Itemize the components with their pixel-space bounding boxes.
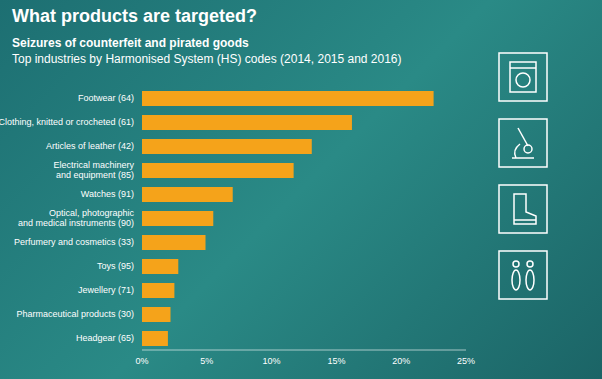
svg-text:Headgear (65): Headgear (65) bbox=[76, 333, 134, 343]
svg-text:Jewellery (71): Jewellery (71) bbox=[78, 285, 134, 295]
svg-text:5%: 5% bbox=[200, 356, 213, 366]
svg-text:Perfumery and cosmetics (33): Perfumery and cosmetics (33) bbox=[14, 237, 134, 247]
svg-text:15%: 15% bbox=[327, 356, 345, 366]
svg-text:Electrical machineryand equipm: Electrical machineryand equipment (85) bbox=[53, 160, 134, 180]
html-text:Top industries by Harmonised S: Top industries by Harmonised System (HS)… bbox=[12, 52, 402, 66]
svg-text:20%: 20% bbox=[392, 356, 410, 366]
svg-text:0%: 0% bbox=[135, 356, 148, 366]
svg-text:Clothing, knitted or crocheted: Clothing, knitted or crocheted (61) bbox=[8, 117, 134, 127]
svg-text:Footwear (64): Footwear (64) bbox=[78, 93, 134, 103]
svg-text:Watches (91): Watches (91) bbox=[81, 189, 134, 199]
svg-text:Toys (95): Toys (95) bbox=[97, 261, 134, 271]
svg-text:Pharmaceutical products (30): Pharmaceutical products (30) bbox=[16, 309, 134, 319]
html-text:Seizures of counterfeit and pi: Seizures of counterfeit and pirated good… bbox=[12, 36, 249, 50]
svg-text:10%: 10% bbox=[263, 356, 281, 366]
svg-text:25%: 25% bbox=[457, 356, 475, 366]
svg-text:Articles of leather (42): Articles of leather (42) bbox=[46, 141, 134, 151]
svg-text:Optical, photographicand medic: Optical, photographicand medical instrum… bbox=[18, 208, 135, 228]
html-text:What products are targeted?: What products are targeted? bbox=[12, 6, 257, 26]
